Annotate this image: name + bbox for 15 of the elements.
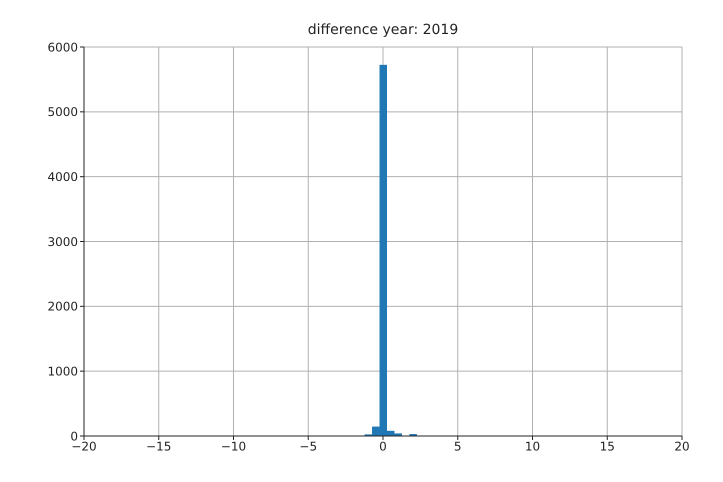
x-tick-label: −5 [299, 440, 318, 454]
x-tick-label: 0 [379, 440, 387, 454]
x-tick-label: 10 [524, 440, 540, 454]
x-tick-label: −10 [220, 440, 246, 454]
y-tick-label: 3000 [47, 234, 78, 249]
x-tick-label: 5 [454, 440, 462, 454]
y-tick-label: 5000 [47, 105, 78, 120]
x-tick-label: 15 [600, 440, 615, 454]
y-tick-label: 4000 [47, 170, 78, 184]
x-tick-label: −15 [146, 440, 172, 454]
x-tick-label: 20 [674, 440, 690, 454]
chart-title: difference year: 2019 [306, 22, 460, 38]
y-tick-label: 2000 [47, 300, 78, 314]
y-tick-label: 1000 [47, 364, 78, 378]
y-tick-label: 6000 [47, 40, 78, 54]
